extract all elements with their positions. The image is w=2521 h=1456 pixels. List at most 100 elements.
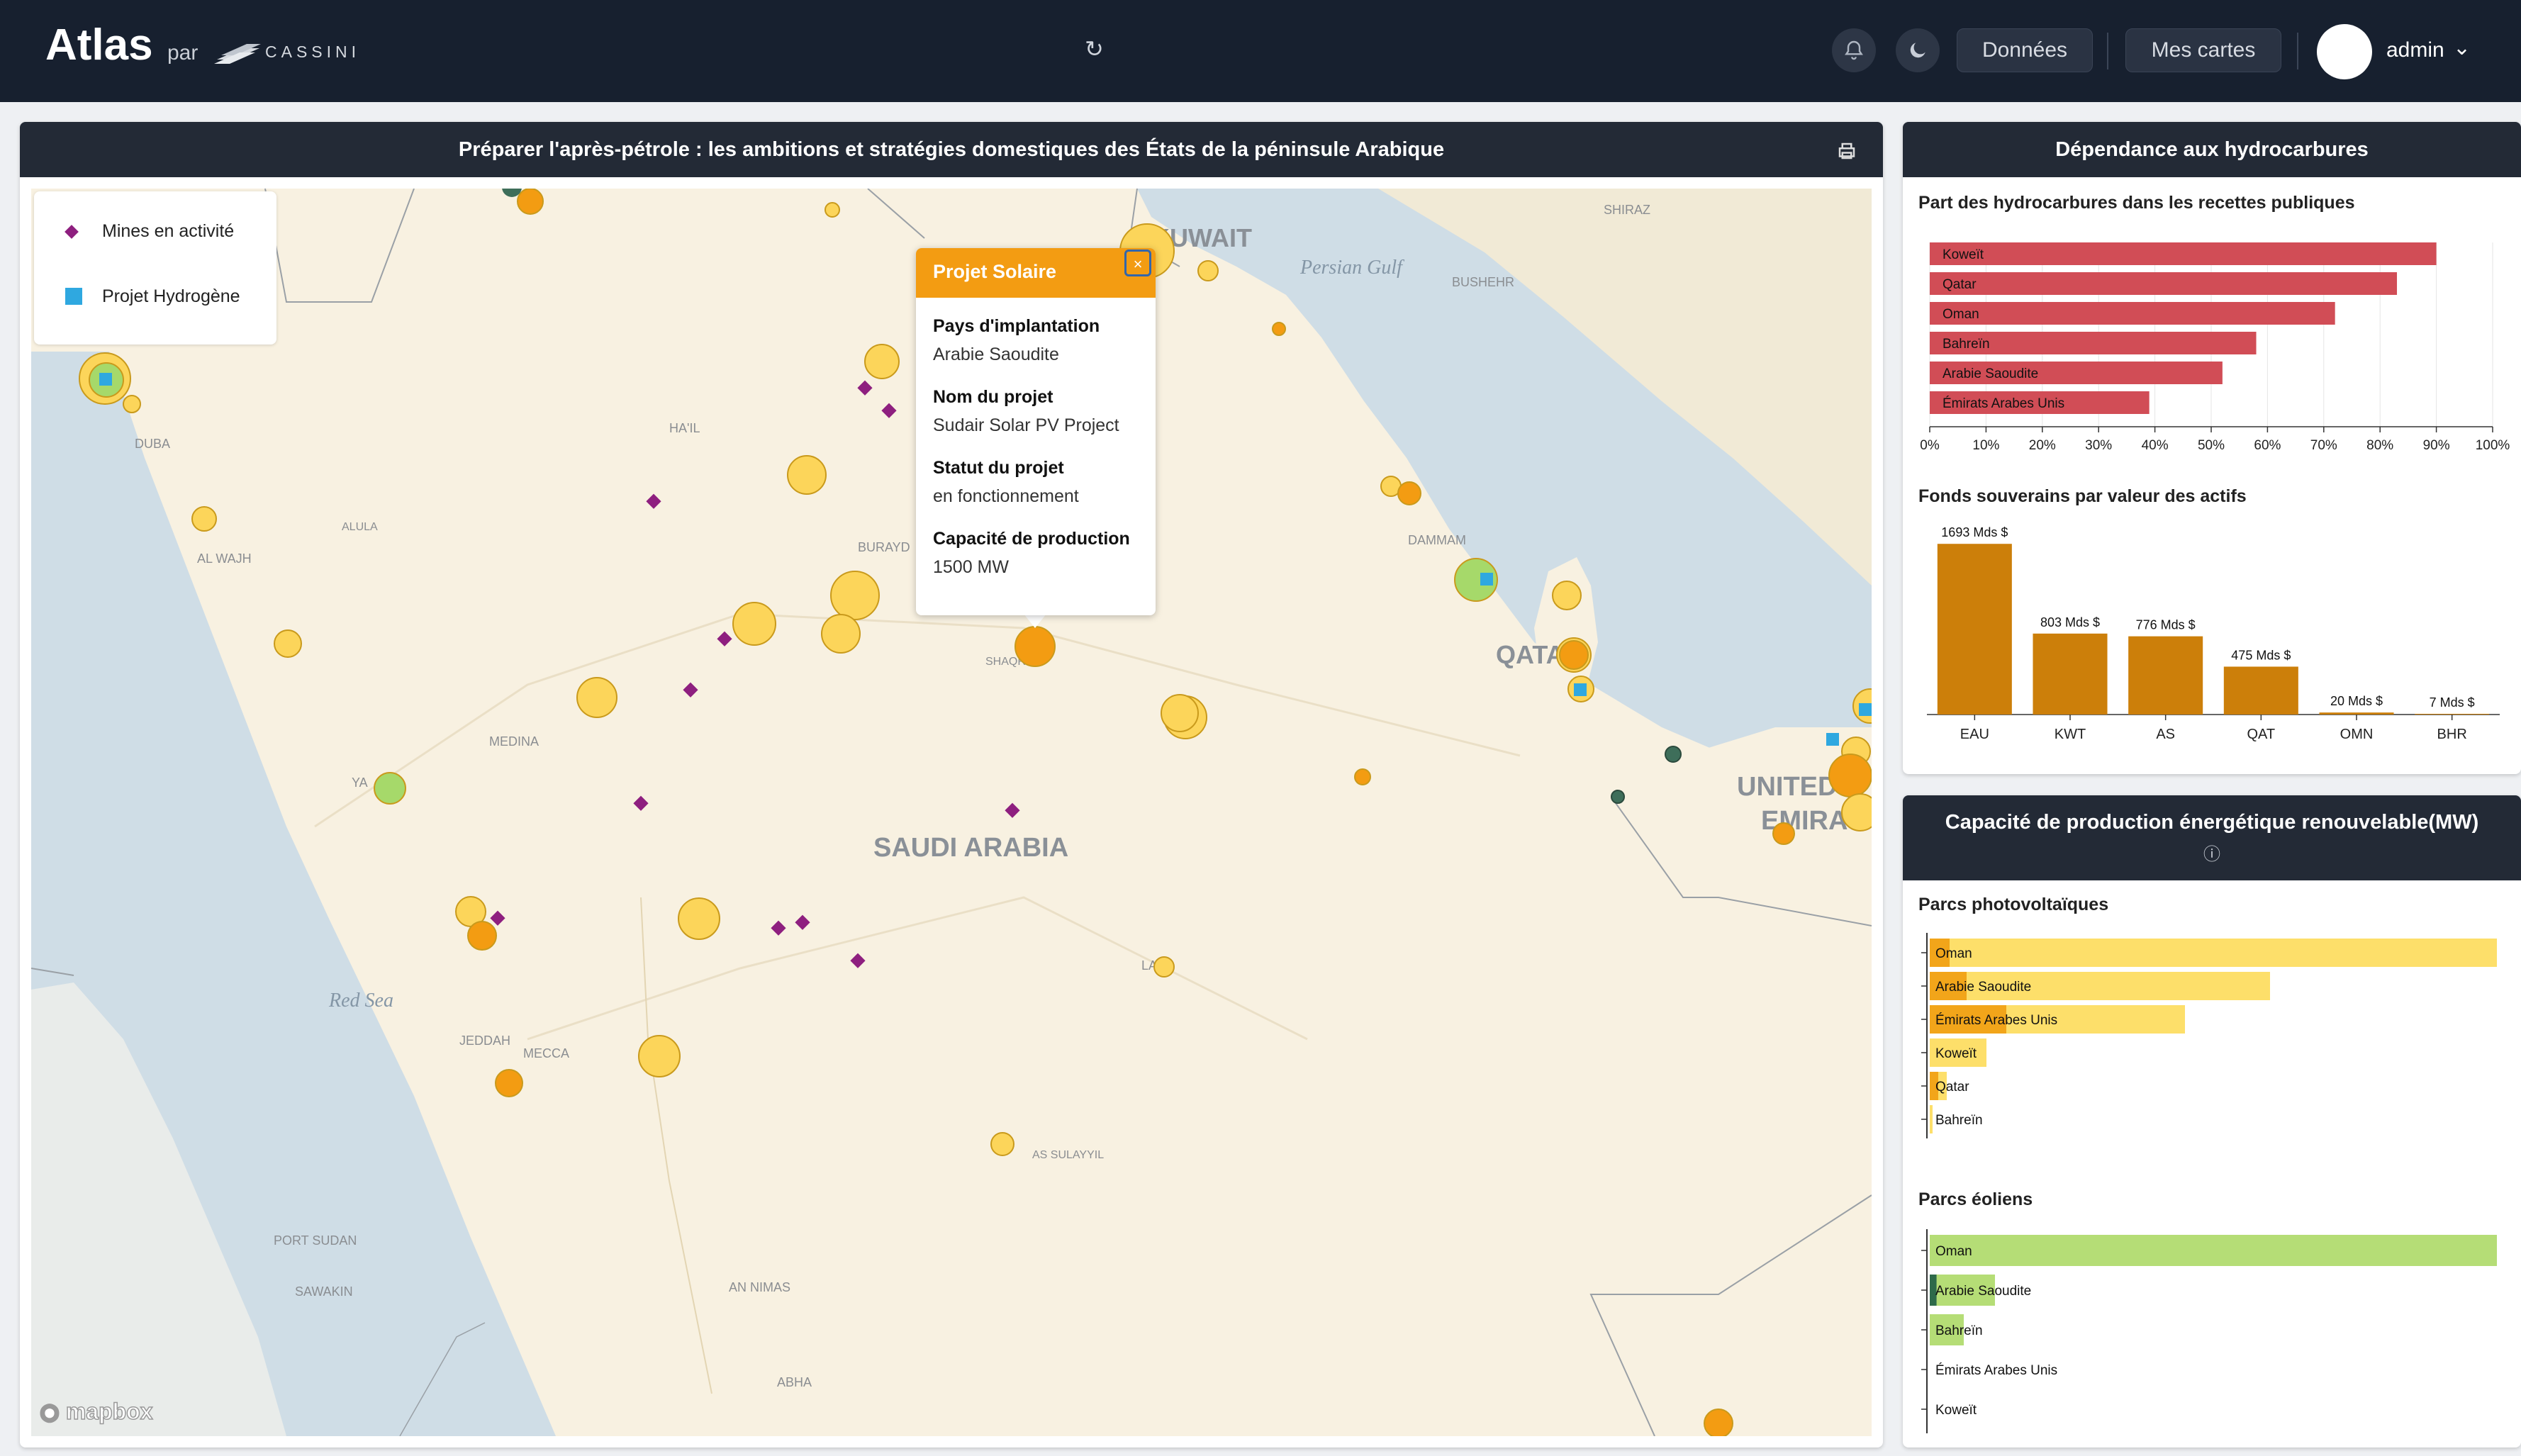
solar-project-marker[interactable] xyxy=(495,1069,523,1097)
solar-project-marker[interactable] xyxy=(1153,956,1175,978)
bar xyxy=(1930,939,1950,967)
my-maps-button[interactable]: Mes cartes xyxy=(2125,28,2281,72)
x-tick-label: 20% xyxy=(2029,438,2056,453)
hydrogen-markers[interactable] xyxy=(99,373,1872,746)
solar-project-marker[interactable] xyxy=(123,395,141,413)
mine-marker[interactable] xyxy=(633,795,649,811)
hydrogen-project-marker[interactable] xyxy=(1859,703,1872,716)
user-name[interactable]: admin xyxy=(2386,38,2444,62)
solar-project-marker[interactable] xyxy=(1559,640,1589,670)
solar-project-marker[interactable] xyxy=(821,614,861,654)
data-label: 1693 Mds $ xyxy=(1941,525,2008,539)
square-icon xyxy=(65,288,82,305)
sovereign-funds-chart: 1693 Mds $ EAU 803 Mds $ KWT 776 Mds $ AS 475 … xyxy=(1927,525,2500,742)
map-label: YA xyxy=(352,775,368,790)
bar-label: Koweït xyxy=(1935,1403,1977,1418)
solar-project-marker[interactable] xyxy=(1552,581,1582,610)
map-label: SHAQR xyxy=(985,656,1026,668)
info-icon[interactable]: ⓘ xyxy=(2203,845,2220,864)
map-label: SAWAKIN xyxy=(295,1284,353,1299)
solar-project-marker[interactable] xyxy=(864,344,900,379)
solar-project-marker[interactable] xyxy=(1354,768,1371,785)
app-title[interactable]: Atlas xyxy=(45,21,153,69)
solar-project-marker[interactable] xyxy=(1704,1409,1733,1436)
hydrogen-project-marker[interactable] xyxy=(1574,683,1587,696)
bar xyxy=(1930,332,2257,354)
bar-label: Bahreïn xyxy=(1943,337,1990,352)
bar xyxy=(2415,714,2490,715)
bar-label: Émirats Arabes Unis xyxy=(1943,396,2064,411)
mine-marker[interactable] xyxy=(490,910,505,926)
bar-label: Qatar xyxy=(1943,277,1977,292)
wind-project-marker[interactable] xyxy=(1611,790,1625,804)
solar-project-marker[interactable] xyxy=(990,1132,1014,1156)
x-tick-label: EAU xyxy=(1960,727,1989,742)
solar-project-marker[interactable] xyxy=(1197,260,1219,281)
mine-marker[interactable] xyxy=(850,953,866,968)
wind-project-marker[interactable] xyxy=(1454,558,1498,602)
popup-field-value: en fonctionnement xyxy=(933,486,1079,506)
bar-label: Émirats Arabes Unis xyxy=(1935,1363,2057,1378)
mine-marker[interactable] xyxy=(646,493,661,509)
solar-project-marker[interactable] xyxy=(467,921,497,951)
bar xyxy=(1937,544,2012,715)
pv-parks-chart: Oman Arabie Saoudite Émirats Arabes Unis Ko… xyxy=(1921,933,2497,1138)
solar-project-marker[interactable] xyxy=(517,189,544,215)
popup-title: Projet Solaire xyxy=(933,261,1057,282)
map-label: DAMMAM xyxy=(1408,533,1466,547)
solar-project-marker[interactable] xyxy=(191,506,217,532)
x-tick-label: 50% xyxy=(2198,438,2225,453)
map-label: AS SULAYYIL xyxy=(1032,1149,1104,1161)
solar-project-marker[interactable] xyxy=(1014,626,1056,667)
notifications-button[interactable] xyxy=(1832,28,1876,72)
mine-marker[interactable] xyxy=(683,682,698,698)
map-canvas[interactable]: KUWAIT SHIRAZ BUSHEHR Persian Gulf HA'IL… xyxy=(31,189,1872,1436)
chevron-down-icon[interactable]: ⌄ xyxy=(2453,36,2471,60)
map-label: ABHA xyxy=(777,1375,812,1389)
bar xyxy=(1930,1105,1933,1133)
hydrogen-project-marker[interactable] xyxy=(1480,573,1493,586)
solar-project-marker[interactable] xyxy=(830,571,880,620)
solar-project-marker[interactable] xyxy=(274,629,302,658)
data-label: 20 Mds $ xyxy=(2330,694,2383,708)
x-tick-label: 100% xyxy=(2476,438,2510,453)
map-label: MEDINA xyxy=(489,734,539,749)
x-tick-label: OMN xyxy=(2340,727,2374,742)
chart-title: Part des hydrocarbures dans les recettes… xyxy=(1918,193,2355,213)
solar-project-marker[interactable] xyxy=(576,677,617,718)
solar-project-marker[interactable] xyxy=(1841,793,1872,831)
print-icon[interactable] xyxy=(1836,140,1857,162)
refresh-icon[interactable]: ↻ xyxy=(1085,36,1104,62)
wind-project-marker[interactable] xyxy=(1665,746,1682,763)
mapbox-attribution[interactable]: ◉ mapbox xyxy=(39,1398,153,1425)
solar-project-marker[interactable] xyxy=(1272,322,1286,336)
popup-field-value: Arabie Saoudite xyxy=(933,345,1059,364)
mine-marker[interactable] xyxy=(771,920,786,936)
hydrogen-project-marker[interactable] xyxy=(1826,733,1839,746)
solar-project-marker[interactable] xyxy=(787,455,827,495)
wind-project-marker[interactable] xyxy=(502,189,522,197)
hydrogen-project-marker[interactable] xyxy=(99,373,112,386)
solar-project-marker[interactable] xyxy=(825,202,840,218)
map-label: Red Sea xyxy=(328,990,393,1012)
solar-project-marker[interactable] xyxy=(1828,754,1872,797)
mine-marker[interactable] xyxy=(795,914,810,930)
avatar[interactable] xyxy=(2317,24,2372,79)
wind-project-marker[interactable] xyxy=(374,772,406,805)
solar-project-marker[interactable] xyxy=(638,1035,681,1077)
solar-project-marker[interactable] xyxy=(1161,694,1199,732)
solar-project-marker[interactable] xyxy=(1397,481,1421,505)
bar-label: Qatar xyxy=(1935,1080,1969,1094)
solar-project-marker[interactable] xyxy=(1772,822,1795,845)
close-icon[interactable]: × xyxy=(1124,250,1151,276)
solar-project-marker[interactable] xyxy=(732,602,776,646)
map-svg[interactable]: KUWAIT SHIRAZ BUSHEHR Persian Gulf HA'IL… xyxy=(31,189,1872,1436)
mapbox-logo-icon: ◉ xyxy=(39,1398,60,1425)
solar-project-marker[interactable] xyxy=(678,897,720,940)
renewables-panel: Capacité de production énergétique renou… xyxy=(1903,795,2521,1447)
mine-marker[interactable] xyxy=(1005,802,1020,818)
theme-toggle-button[interactable] xyxy=(1896,28,1940,72)
x-tick-label: 10% xyxy=(1972,438,1999,453)
data-button[interactable]: Données xyxy=(1957,28,2093,72)
chart-title: Fonds souverains par valeur des actifs xyxy=(1918,486,2247,506)
